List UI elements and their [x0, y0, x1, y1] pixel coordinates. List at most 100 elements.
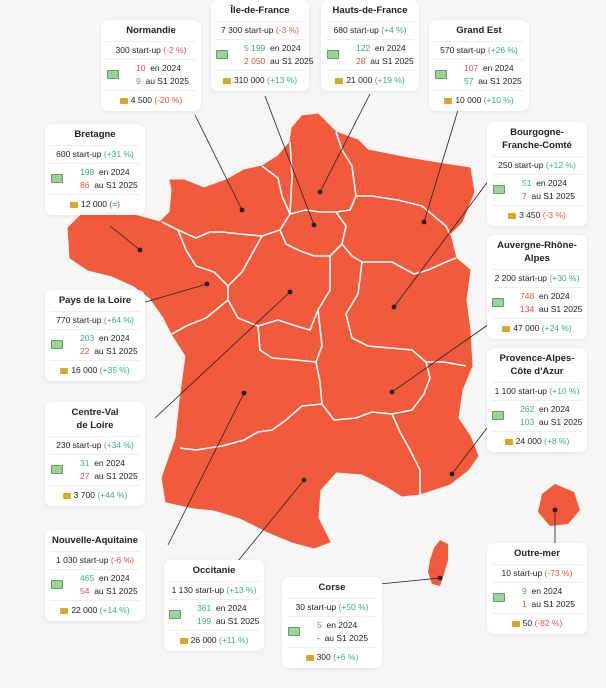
jobs-value: 3 700 — [73, 490, 95, 500]
funding-s1-2025-label: au S1 2025 — [538, 417, 583, 427]
funding-s1-2025: 103 au S1 2025 — [504, 416, 582, 429]
jobs-row: 26 000 (+11 %) — [169, 630, 259, 651]
funding-s1-2025-label: au S1 2025 — [478, 76, 522, 86]
jobs-change: (+44 %) — [97, 490, 128, 500]
funding-s1-2025: 2 050 au S1 2025 — [228, 55, 314, 68]
total-startups: 1 100 start-up (+10 %) — [492, 382, 582, 400]
total-startups: 770 start-up (+64 %) — [50, 311, 140, 329]
total-value: 1 130 start-up — [171, 585, 225, 595]
total-change: (+13 %) — [226, 585, 257, 595]
funding-2024-label: en 2024 — [98, 167, 130, 177]
funding-s1-2025-label: au S1 2025 — [324, 633, 369, 643]
total-change: (+4 %) — [381, 25, 407, 35]
jobs-row: 22 000 (+14 %) — [50, 600, 140, 621]
banknote-icon — [492, 297, 504, 309]
jobs-value: 22 000 — [71, 605, 98, 615]
funding-2024: 203 en 2024 — [64, 332, 140, 345]
funding-s1-2025-label: au S1 2025 — [215, 616, 260, 626]
total-value: 230 start-up — [56, 440, 102, 450]
total-change: (+64 %) — [103, 315, 134, 325]
banknote-icon — [492, 184, 506, 196]
funding-2024-value: 5 199 — [244, 43, 266, 53]
jobs-value: 12 000 — [81, 199, 107, 209]
jobs-change: (+6 %) — [333, 652, 359, 662]
region-title: Bourgogne- Franche-Comté — [502, 127, 572, 151]
funding-2024-value: 198 — [80, 167, 95, 177]
total-startups: 250 start-up (+12 %) — [492, 156, 582, 174]
jobs-value: 21 000 — [346, 75, 373, 85]
funding-s1-2025-value: 57 — [464, 76, 474, 86]
funding-2024-value: 31 — [80, 458, 90, 468]
funding-rows: 10 en 2024 9 au S1 2025 — [106, 59, 196, 90]
funding-2024: 5 en 2024 — [301, 619, 377, 632]
jobs-value: 26 000 — [190, 635, 217, 645]
jobs-change: (+11 %) — [219, 635, 249, 645]
card-corse: Corse 30 start-up (+50 %) 5 en 2024- au S1… — [282, 577, 382, 668]
card-auvergne-rhone-alpes: Auvergne-Rhône- Alpes 2 200 start-up (+30… — [487, 235, 587, 339]
jobs-change: (+19 %) — [374, 75, 405, 85]
funding-rows: 9 en 2024 1 au S1 2025 — [492, 582, 582, 613]
total-change: (-6 %) — [110, 555, 134, 565]
funding-s1-2025-label: au S1 2025 — [94, 180, 138, 190]
funding-2024: 5 199 en 2024 — [228, 42, 314, 55]
total-change: (+30 %) — [549, 273, 580, 283]
funding-2024-label: en 2024 — [531, 586, 563, 596]
card-grand-est: Grand Est 570 start-up (+26 %) 107 en 2024… — [429, 20, 529, 111]
funding-s1-2025-value: - — [317, 633, 320, 643]
jobs-change: (-3 %) — [542, 210, 566, 220]
jobs-row: 4 500 (-20 %) — [106, 90, 196, 111]
total-change: (+34 %) — [103, 440, 134, 450]
jobs-row: 21 000 (+19 %) — [326, 70, 414, 91]
funding-rows: 465 en 2024 54 au S1 2025 — [50, 569, 140, 600]
total-startups: 7 300 start-up (-3 %) — [216, 21, 304, 39]
banknote-icon — [50, 464, 64, 476]
region-title: Provence-Alpes- Côte d'Azur — [499, 353, 575, 377]
funding-2024-value: 10 — [136, 63, 146, 73]
funding-2024-value: 107 — [464, 63, 479, 73]
funding-s1-2025-value: 54 — [80, 586, 90, 596]
region-title: Bretagne — [74, 129, 116, 140]
banknote-icon — [434, 69, 448, 81]
jobs-change: (+13 %) — [267, 75, 298, 85]
funding-2024-value: 361 — [197, 603, 212, 613]
jobs-value: 10 000 — [455, 95, 482, 105]
total-change: (+26 %) — [487, 45, 518, 55]
jobs-icon — [60, 368, 69, 374]
funding-s1-2025-label: au S1 2025 — [531, 599, 575, 609]
funding-2024: 361 en 2024 — [181, 602, 259, 615]
card-pays-de-la-loire: Pays de la Loire 770 start-up (+64 %) 203 … — [45, 290, 145, 381]
banknote-icon — [492, 592, 506, 604]
total-value: 770 start-up — [56, 315, 102, 325]
jobs-change: (+8 %) — [544, 436, 570, 446]
funding-s1-2025: 22 au S1 2025 — [64, 345, 140, 358]
funding-s1-2025-value: 134 — [520, 304, 535, 314]
jobs-change: (-82 %) — [534, 618, 563, 628]
total-value: 300 start-up — [115, 45, 161, 55]
total-startups: 2 200 start-up (+30 %) — [492, 269, 582, 287]
card-bretagne: Bretagne 600 start-up (+31 %) 198 en 2024 8… — [45, 124, 145, 215]
funding-2024-label: en 2024 — [215, 603, 247, 613]
funding-2024-value: 262 — [520, 404, 535, 414]
jobs-value: 24 000 — [515, 436, 542, 446]
funding-2024: 10 en 2024 — [120, 62, 196, 75]
total-change: (+12 %) — [545, 160, 576, 170]
funding-s1-2025: 1 au S1 2025 — [506, 598, 582, 611]
funding-s1-2025-label: au S1 2025 — [94, 471, 138, 481]
total-value: 1 100 start-up — [494, 386, 548, 396]
funding-2024-label: en 2024 — [98, 333, 130, 343]
total-value: 30 start-up — [295, 602, 337, 612]
funding-rows: 5 en 2024- au S1 2025 — [287, 616, 377, 647]
jobs-icon — [511, 621, 520, 627]
funding-s1-2025-value: 27 — [80, 471, 90, 481]
total-value: 7 300 start-up — [221, 25, 274, 35]
funding-rows: 748 en 2024 134 au S1 2025 — [492, 287, 582, 318]
funding-2024-label: en 2024 — [538, 404, 570, 414]
card-nouvelle-aquitaine: Nouvelle-Aquitaine 1 030 start-up (-6 %) 4… — [45, 530, 145, 621]
total-value: 1 030 start-up — [56, 555, 109, 565]
funding-2024-label: en 2024 — [538, 291, 570, 301]
funding-2024-label: en 2024 — [94, 458, 125, 468]
total-startups: 300 start-up (-2 %) — [106, 41, 196, 59]
jobs-row: 300 (+6 %) — [287, 647, 377, 668]
funding-s1-2025: 7 au S1 2025 — [506, 190, 582, 203]
